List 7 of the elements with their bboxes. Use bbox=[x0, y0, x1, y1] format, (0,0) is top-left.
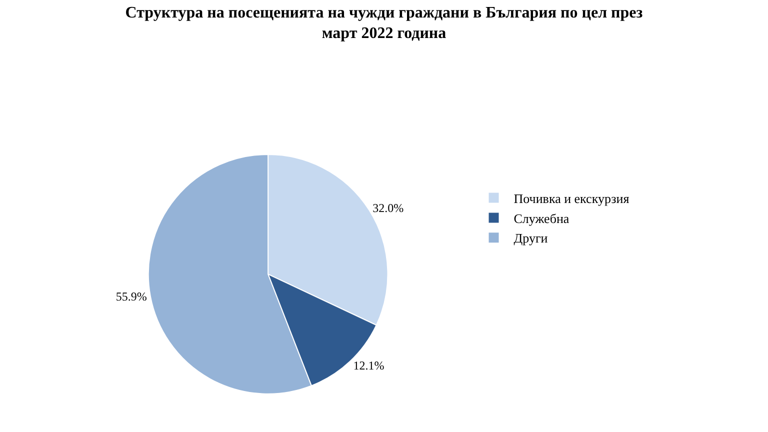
data-label: 12.1% bbox=[353, 358, 384, 372]
legend-label: Почивка и екскурзия bbox=[514, 190, 630, 206]
data-label: 32.0% bbox=[372, 201, 404, 216]
chart-title: Структура на посещенията на чужди граждани в България по цел през март 2022 година bbox=[125, 4, 644, 42]
legend-label: Други bbox=[514, 230, 548, 246]
legend-label: Служебна bbox=[514, 210, 570, 226]
data-label: 55.9% bbox=[116, 289, 147, 304]
